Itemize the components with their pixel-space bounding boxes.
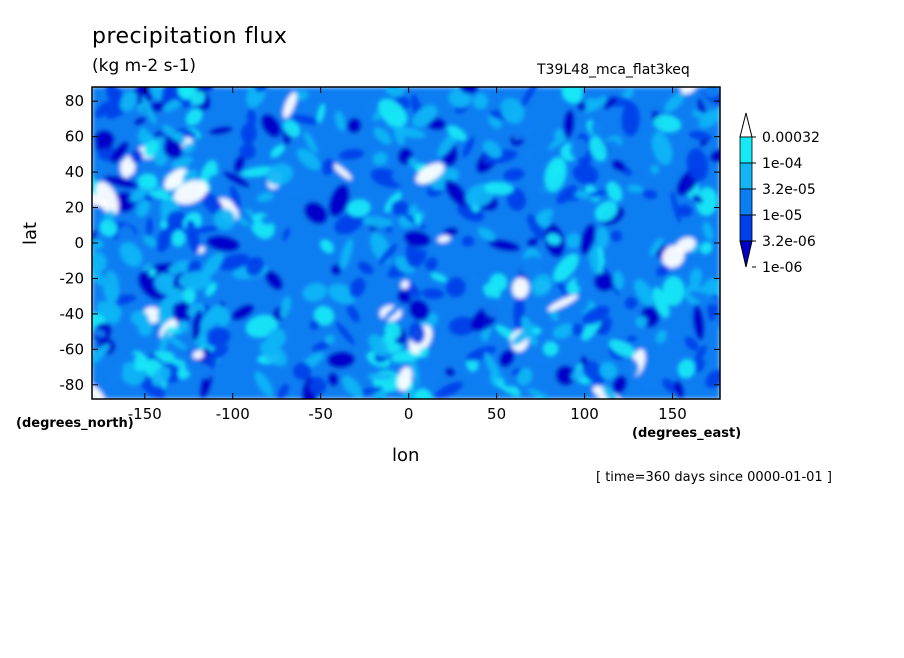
y-tick-label: 40 bbox=[65, 163, 84, 181]
y-tick-label: 80 bbox=[65, 92, 84, 110]
axes: -150 -100 -50 0 50 100 150 -80 -60 -40 -20 0 20 40 60 8… bbox=[60, 87, 720, 423]
y-tick-label: 0 bbox=[74, 234, 84, 252]
precipitation-field bbox=[92, 87, 720, 399]
x-tick-label: -50 bbox=[308, 405, 333, 423]
y-tick-label: -20 bbox=[60, 269, 85, 287]
y-axis-label: lat bbox=[20, 221, 41, 245]
chart-title: precipitation flux bbox=[92, 24, 288, 49]
y-tick-label: 20 bbox=[65, 199, 84, 217]
colorbar-segment bbox=[739, 136, 753, 164]
x-tick-label: 100 bbox=[570, 405, 599, 423]
y-tick-label: -40 bbox=[60, 305, 85, 323]
colorbar-label: 1e-06 bbox=[762, 260, 802, 276]
x-tick-label: 0 bbox=[404, 405, 414, 423]
colorbar-segment bbox=[739, 188, 753, 216]
colorbar-extend-low bbox=[739, 240, 753, 268]
colorbar: 0.00032 1e-04 3.2e-05 1e-05 3.2e-06 1e-06 bbox=[739, 112, 820, 276]
colorbar-label: 1e-05 bbox=[762, 208, 802, 224]
x-tick-label: 50 bbox=[487, 405, 506, 423]
colorbar-label: 3.2e-05 bbox=[762, 182, 816, 198]
run-id: T39L48_mca_flat3keq bbox=[537, 62, 690, 78]
x-axis-label: lon bbox=[392, 445, 420, 466]
colorbar-segment bbox=[739, 162, 753, 190]
y-axis-unit-label: (degrees_north) bbox=[16, 416, 134, 431]
x-tick-label: 150 bbox=[658, 405, 687, 423]
y-tick-label: 60 bbox=[65, 128, 84, 146]
colorbar-segment bbox=[739, 214, 753, 242]
colorbar-label: 1e-04 bbox=[762, 156, 802, 172]
x-tick-label: -100 bbox=[216, 405, 250, 423]
x-tick-label: -150 bbox=[128, 405, 162, 423]
y-tick-label: -80 bbox=[60, 376, 85, 394]
chart-units: (kg m-2 s-1) bbox=[92, 56, 197, 76]
y-tick-label: -60 bbox=[60, 340, 85, 358]
colorbar-label: 0.00032 bbox=[762, 130, 820, 146]
time-stamp: [ time=360 days since 0000-01-01 ] bbox=[596, 470, 832, 485]
x-axis-unit-label: (degrees_east) bbox=[632, 426, 742, 441]
colorbar-label: 3.2e-06 bbox=[762, 234, 816, 250]
colorbar-extend-high bbox=[739, 112, 753, 138]
